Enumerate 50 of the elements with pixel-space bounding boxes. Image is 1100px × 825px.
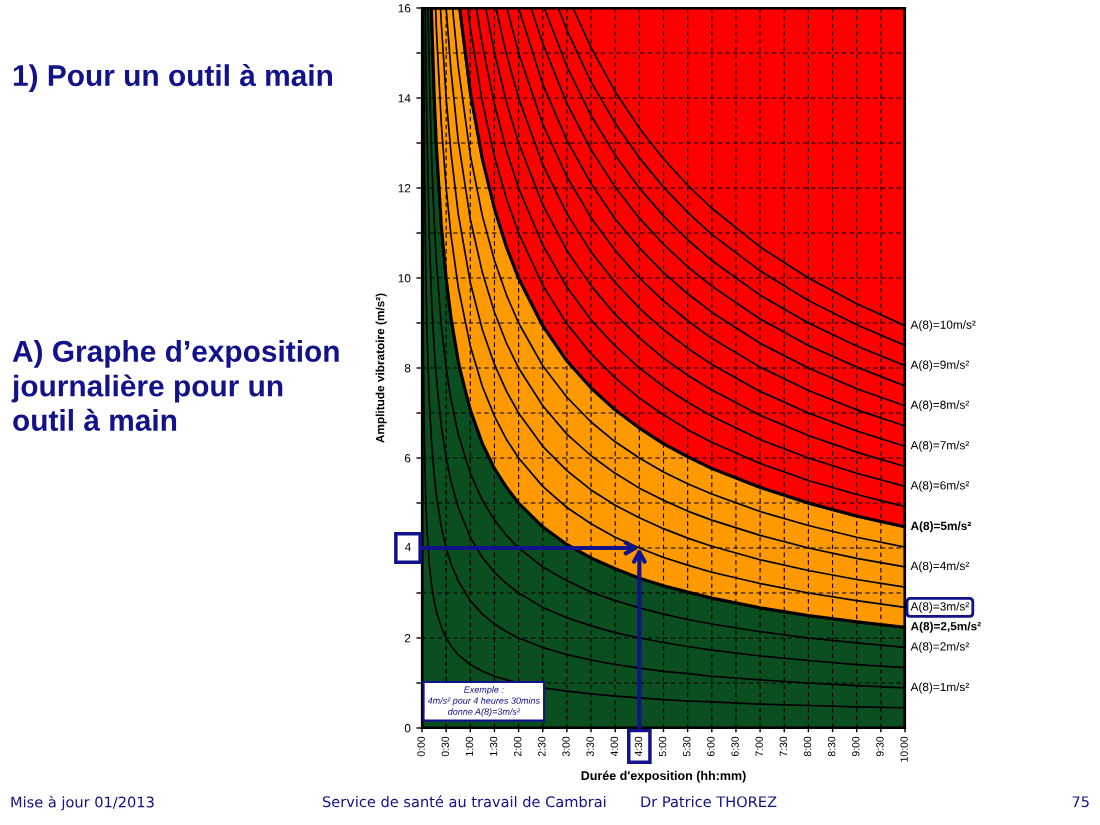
series-label: A(8)=8m/s² [910,400,970,412]
y-tick-label: 12 [398,184,411,193]
x-tick-label: 2:00 [514,736,522,757]
x-tick-label: 5:00 [658,736,667,757]
text: 1) Pour un outil à main [13,63,332,93]
y-tick-label: 16 [398,4,411,13]
annotation: 4 [404,542,411,552]
x-tick-label: 2:30 [538,736,546,757]
y-tick-label: 2 [404,634,411,643]
annotation: Exemple : 4m/s² pour 4 heures 30mins donne A(8)=3m/s² [427,686,540,717]
x-tick-label: 10:00 [900,736,908,762]
text: A) Graphe d’exposition journalière pour un outil à main [11,340,339,431]
series-label: A(8)=2m/s² [910,641,970,653]
y-tick-label: 6 [404,454,411,463]
x-tick-label: 3:30 [586,736,594,757]
x-tick-label: 4:30 [634,736,643,757]
series-label: A(8)=10m/s² [910,320,976,332]
text: Mise à jour 01/2013 [11,795,154,811]
x-tick-label: 4:00 [610,736,618,757]
series-label: A(8)=3m/s² [910,601,970,613]
x-tick-label: 7:30 [779,736,788,757]
x-tick-label: 9:30 [876,736,884,757]
y-axis-title: Amplitude vibratoire (m/s²) [375,293,387,443]
x-tick-label: 8:00 [803,736,812,757]
x-tick-label: 0:30 [441,736,449,757]
x-tick-label: 6:30 [731,736,739,757]
series-label: A(8)=5m/s² [910,521,971,533]
x-tick-label: 6:00 [707,736,715,757]
text: Dr Patrice THOREZ [641,795,777,808]
text: Service de santé au travail de Cambrai [322,795,606,808]
y-tick-label: 14 [398,94,411,103]
series-label: A(8)=2,5m/s² [910,621,981,633]
y-tick-label: 0 [404,724,411,733]
series-label: A(8)=6m/s² [910,480,970,492]
x-tick-label: 0:00 [417,736,425,757]
x-axis-title: Durée d'exposition (hh:mm) [581,770,746,783]
x-tick-label: 9:00 [852,736,860,757]
x-tick-label: 5:30 [683,736,691,757]
text: 75 [1072,796,1089,808]
series-label: A(8)=1m/s² [910,682,970,694]
series-label: A(8)=4m/s² [910,561,970,573]
x-tick-label: 8:30 [827,736,836,757]
y-tick-label: 10 [398,274,411,283]
x-tick-label: 7:00 [755,736,763,757]
y-tick-label: 8 [404,364,411,373]
x-tick-label: 1:30 [489,736,498,756]
x-tick-label: 3:00 [562,736,570,757]
x-tick-label: 1:00 [465,736,474,756]
series-label: A(8)=7m/s² [910,440,970,452]
series-label: A(8)=9m/s² [910,360,970,372]
